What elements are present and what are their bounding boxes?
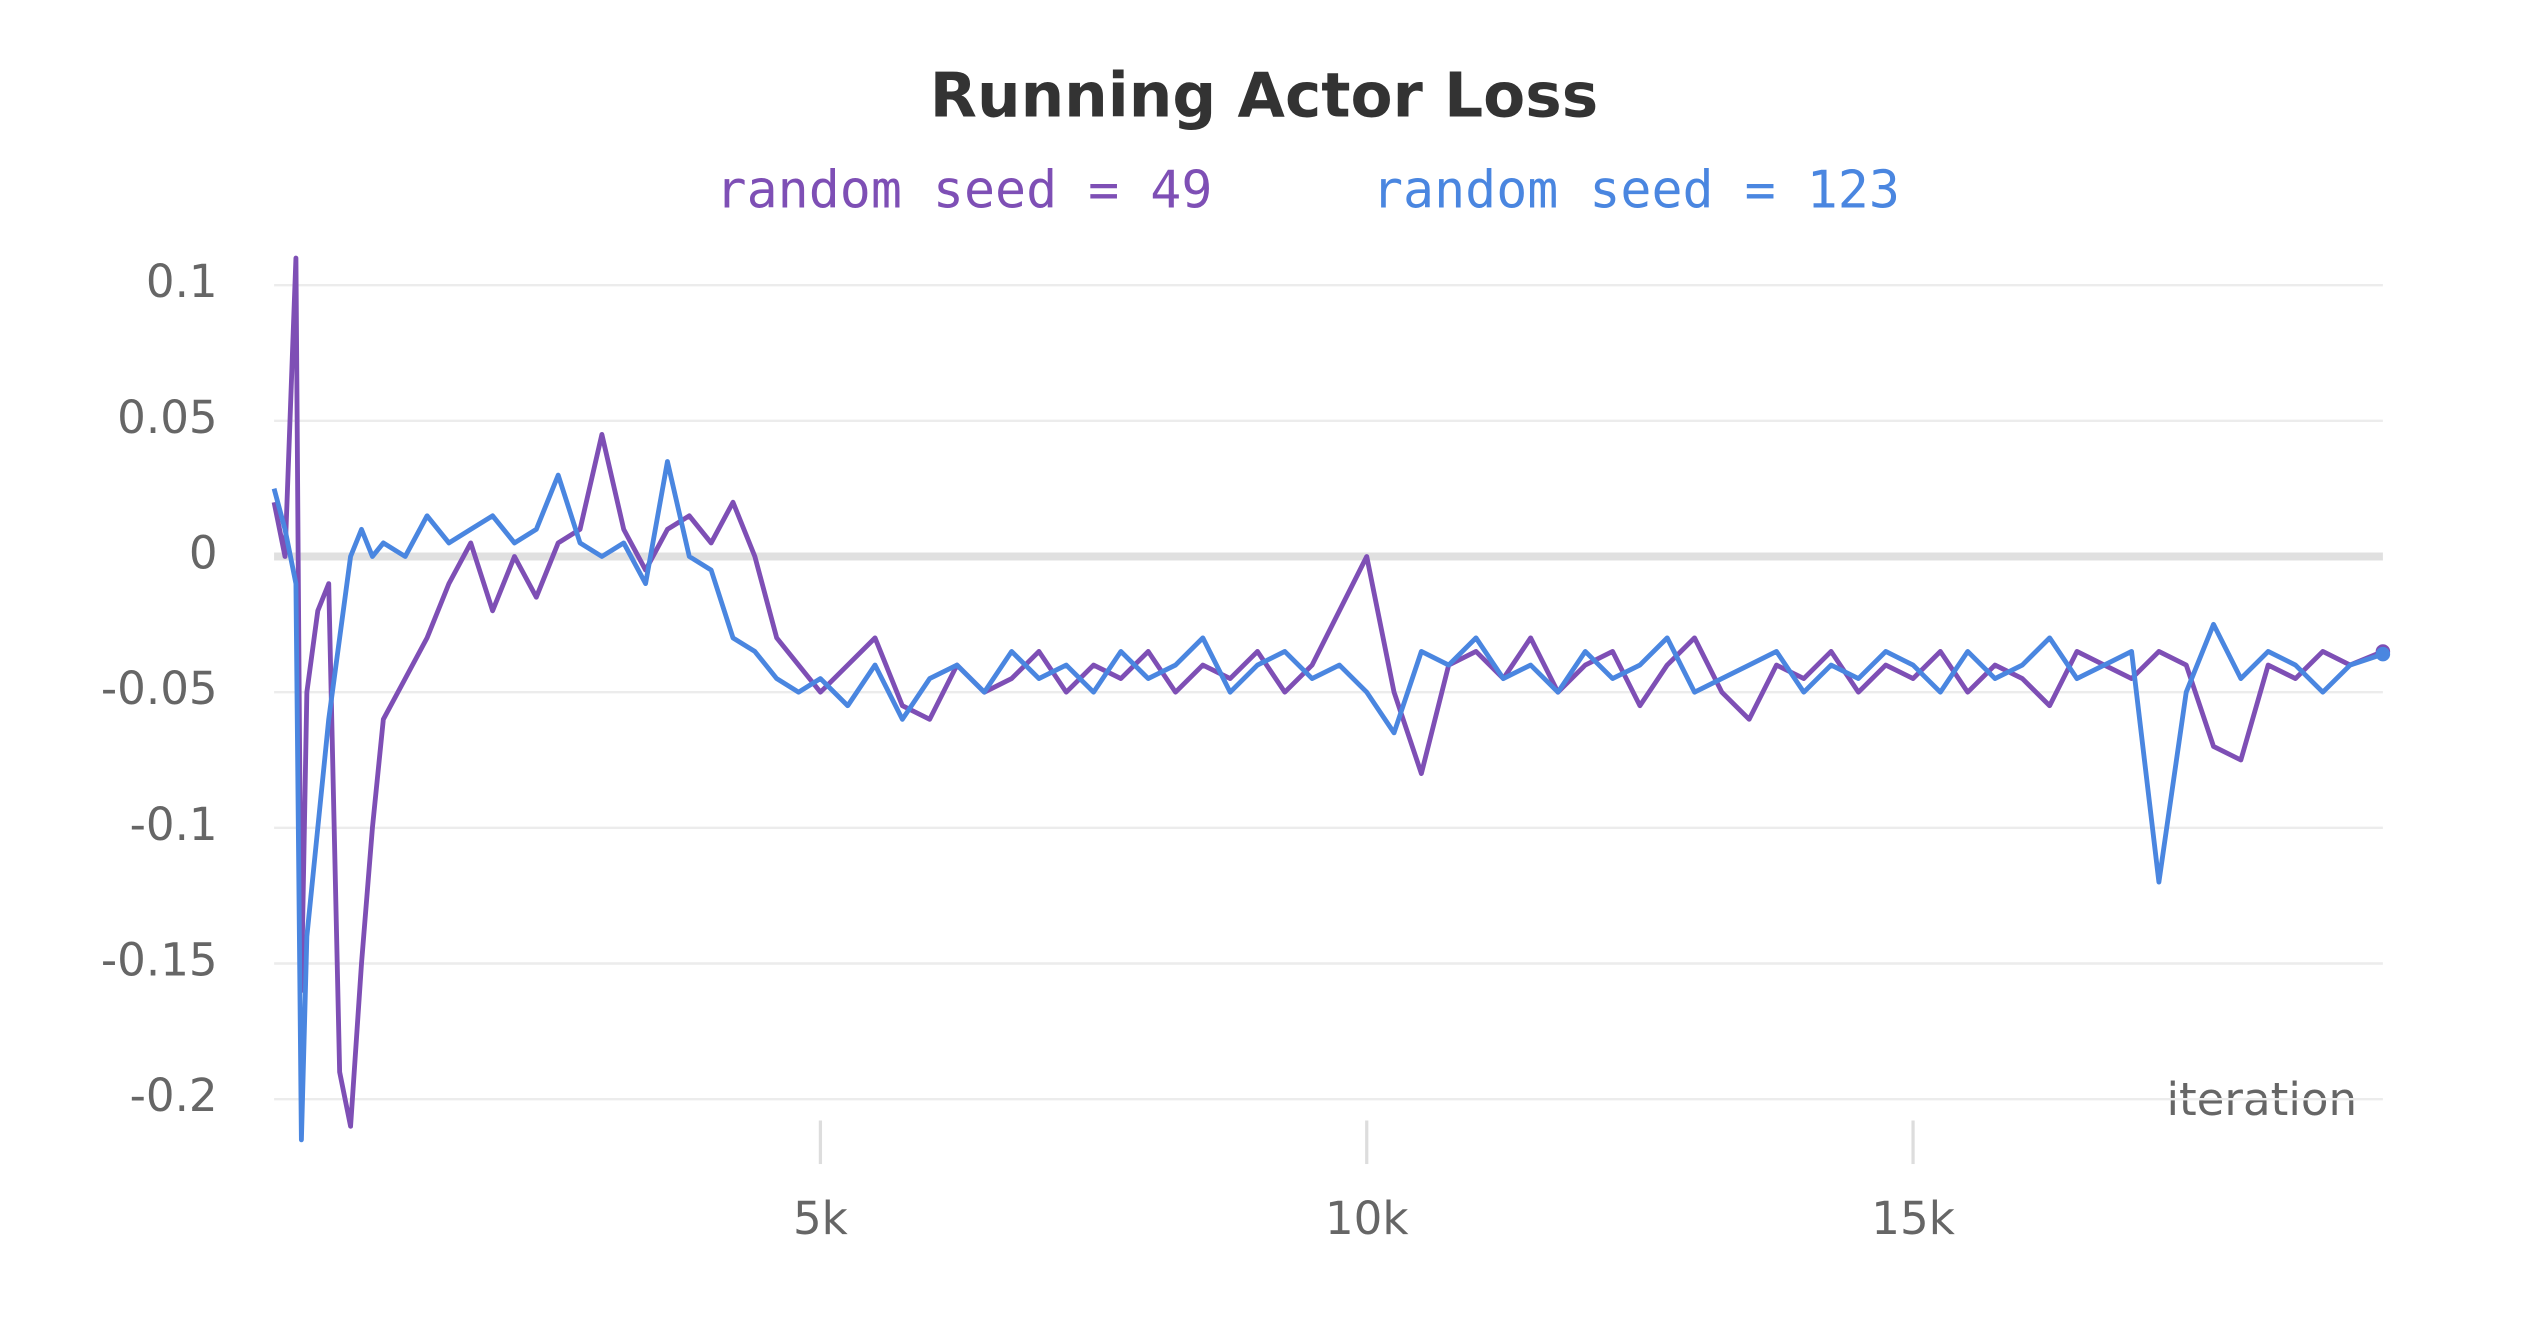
y-tick-label: -0.15	[101, 933, 218, 986]
y-tick-label: -0.1	[130, 798, 218, 851]
y-tick-label: 0	[189, 526, 218, 579]
legend-entry: random seed = 123	[1372, 160, 1900, 220]
y-tick-label: 0.1	[146, 255, 218, 308]
y-tick-label: -0.05	[101, 662, 218, 715]
x-tick-label: 5k	[793, 1192, 848, 1245]
x-tick-label: 15k	[1871, 1192, 1955, 1245]
legend-entry: random seed = 49	[716, 160, 1213, 220]
x-tick-label: 10k	[1325, 1192, 1409, 1245]
series-line	[271, 459, 2384, 1143]
y-tick-label: -0.2	[130, 1069, 218, 1122]
end-dot	[2375, 646, 2391, 662]
y-tick-label: 0.05	[117, 391, 217, 444]
series-line	[271, 255, 2384, 1129]
chart-title: Running Actor Loss	[930, 61, 1598, 132]
